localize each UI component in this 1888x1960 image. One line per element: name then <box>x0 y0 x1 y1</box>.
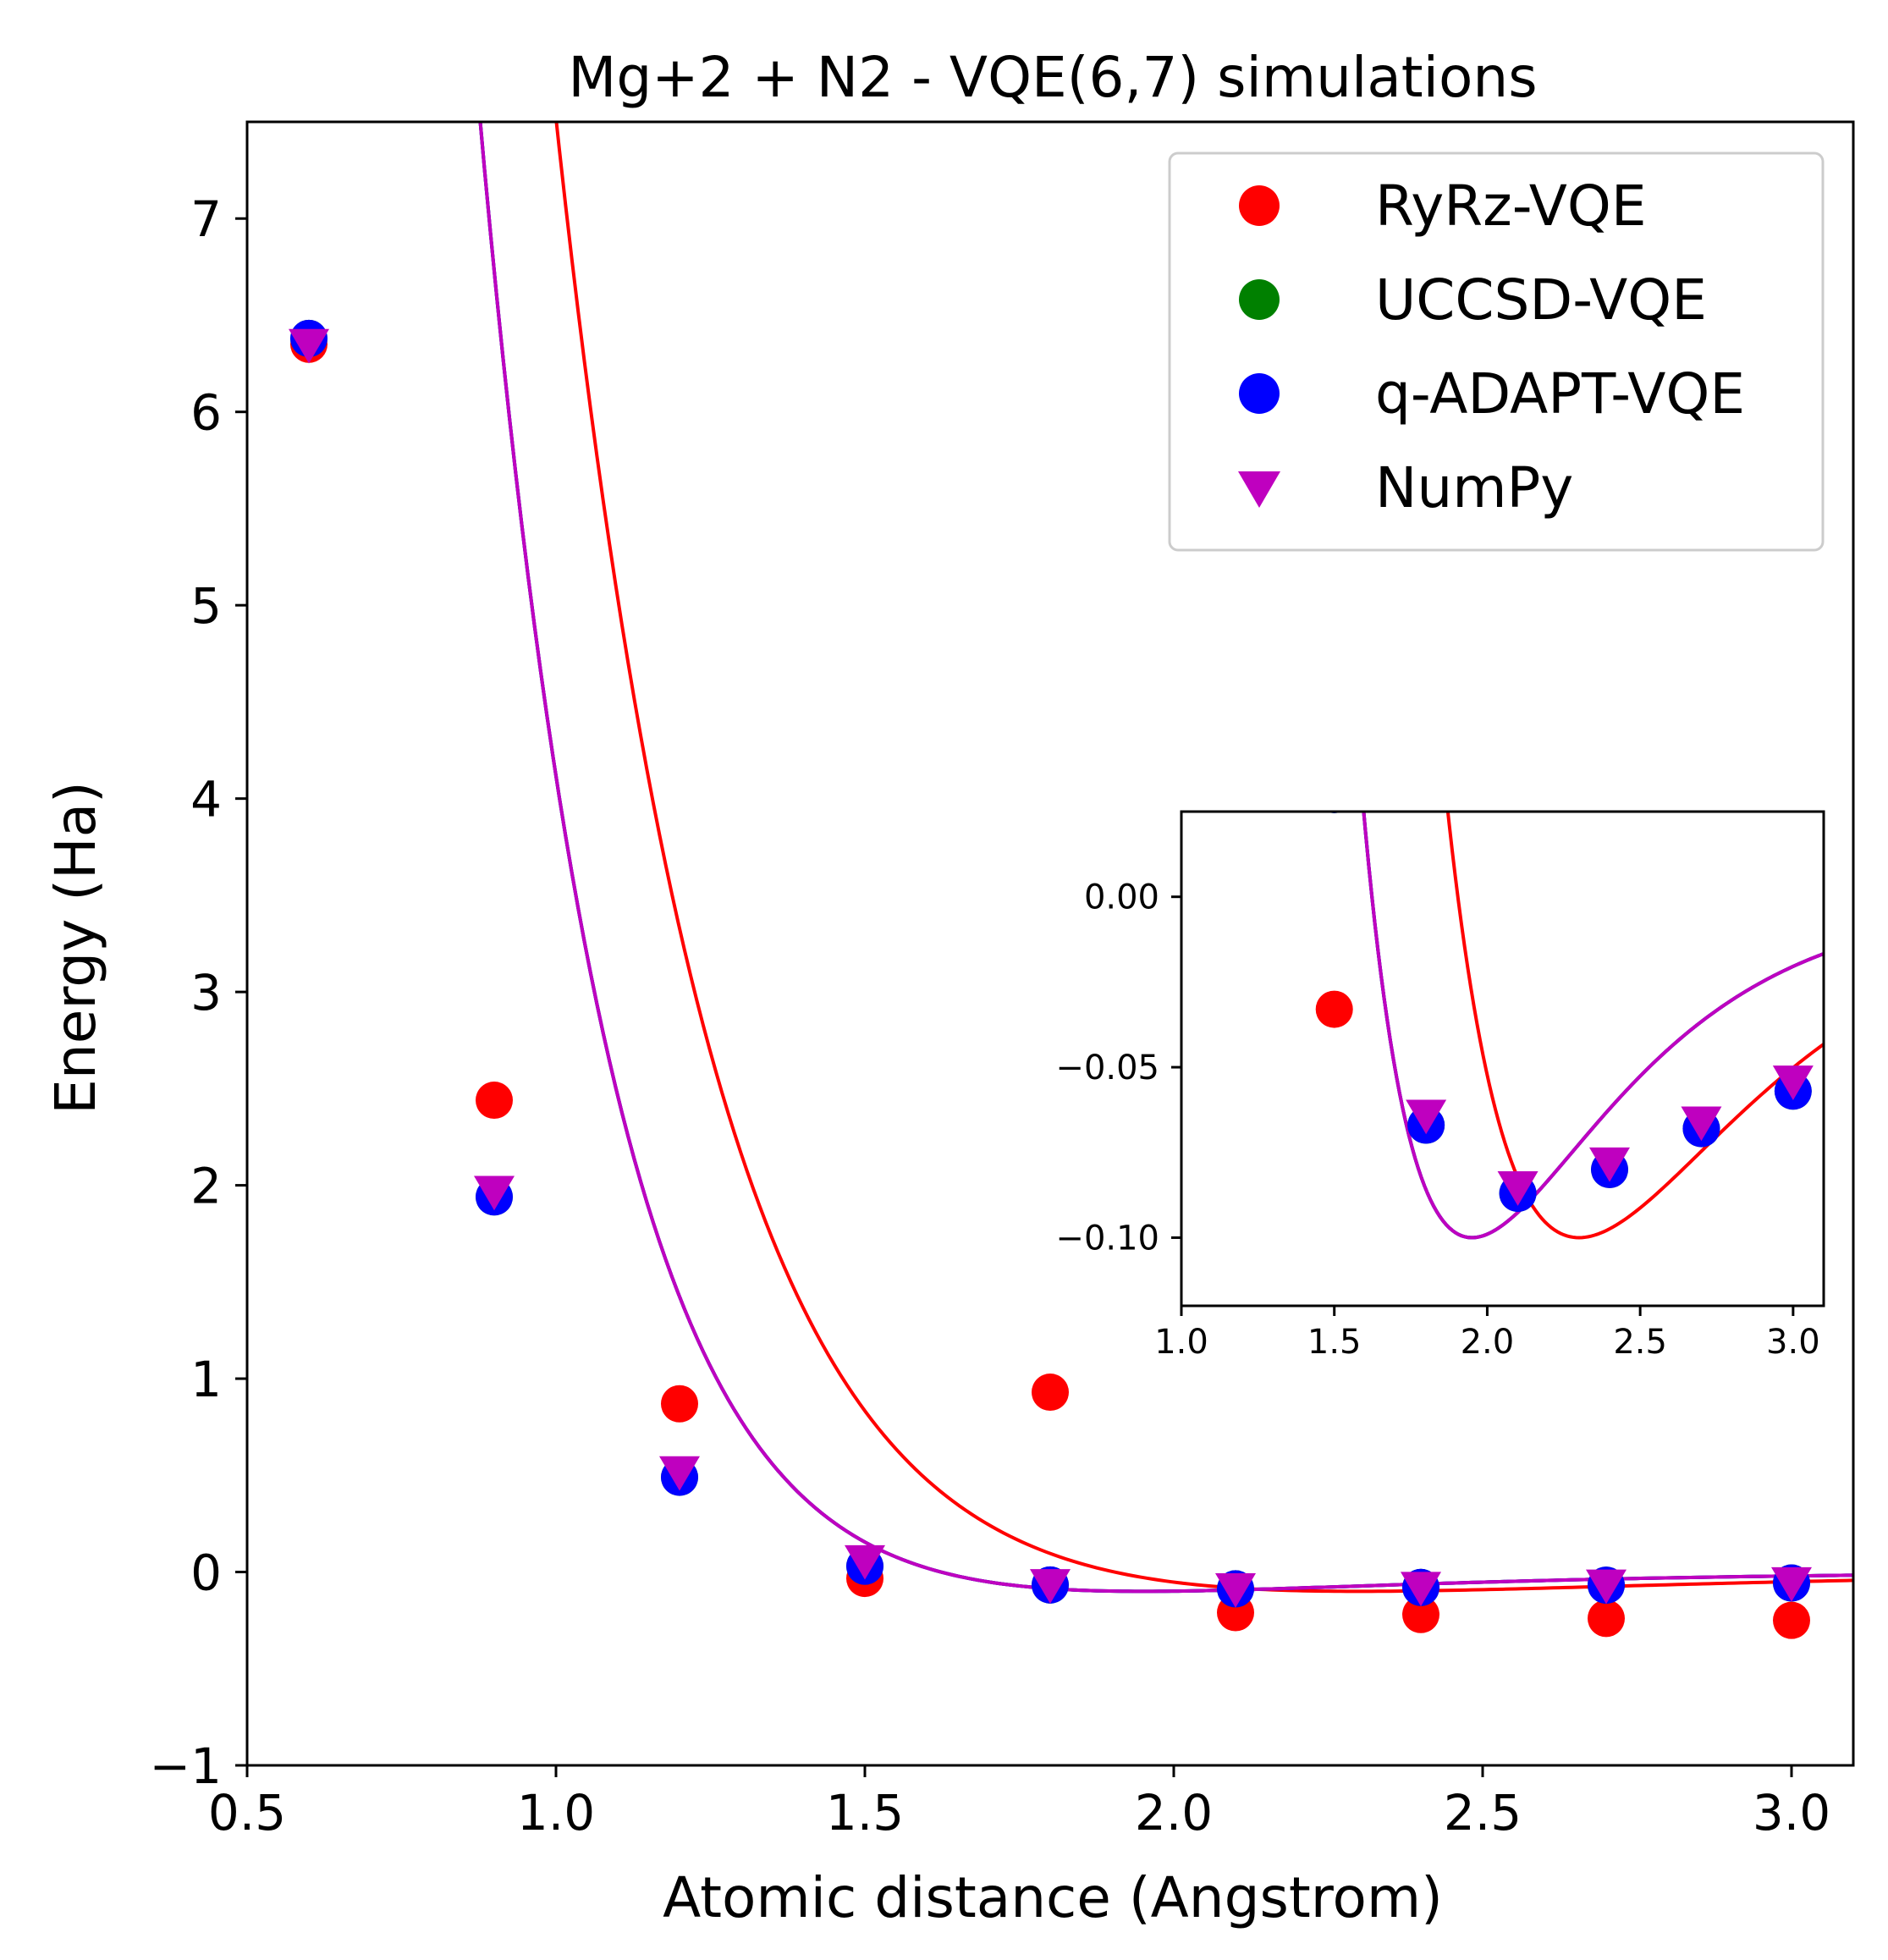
main-point-ryrz-vqe-5 <box>1032 1374 1069 1412</box>
inset-x-tick-label-2: 1.5 <box>1307 1323 1362 1362</box>
main-point-numpy-5 <box>1030 1569 1071 1604</box>
main-x-tick-label-3: 1.5 <box>826 1784 904 1842</box>
main-frame <box>245 120 1855 1767</box>
inset-point-ryrz-vqe-4 <box>1315 990 1353 1028</box>
legend-label-numpy: NumPy <box>1375 455 1573 520</box>
inset-point-numpy-9 <box>1772 1065 1814 1100</box>
main-point-numpy-3 <box>659 1456 700 1491</box>
main-point-numpy-2 <box>474 1175 515 1211</box>
main-x-tick-label-5: 2.5 <box>1444 1784 1522 1842</box>
main-point-numpy-1 <box>289 328 329 364</box>
legend-marker-ryrz-vqe <box>1239 185 1280 226</box>
main-point-numpy-9 <box>1771 1566 1812 1602</box>
main-point-ryrz-vqe-3 <box>661 1385 698 1423</box>
inset-fit-curve-1 <box>1445 812 1824 1240</box>
main-plot-area <box>289 122 1853 1639</box>
legend-box <box>1168 151 1825 552</box>
inset-point-numpy-6 <box>1497 1171 1538 1206</box>
main-point-ryrz-vqe-2 <box>476 1082 513 1120</box>
main-point-ryrz-vqe-9 <box>1773 1601 1810 1639</box>
inset-y-tick-label-2: −0.05 <box>1055 1049 1159 1087</box>
inset-x-tick-label-4: 2.5 <box>1613 1323 1667 1362</box>
inset-frame <box>1180 810 1825 1308</box>
inset-point-numpy-7 <box>1589 1147 1630 1182</box>
x-axis-label: Atomic distance (Angstrom) <box>663 1865 1443 1930</box>
main-y-tick-label-5: 3 <box>190 964 222 1021</box>
inset-plot: 1.0 1.5 2.0 2.5 3.0 0.00 −0.05 −0.10 <box>1055 810 1825 1362</box>
main-x-tick-label-6: 3.0 <box>1753 1784 1830 1842</box>
inset-y-tick-label-1: 0.00 <box>1084 878 1159 917</box>
legend-label-q-adapt-vqe: q-ADAPT-VQE <box>1375 361 1745 427</box>
main-y-tick-label-6: 4 <box>190 771 222 829</box>
main-y-tick-label-4: 2 <box>190 1158 222 1215</box>
y-axis-label: Energy (Ha) <box>43 781 108 1115</box>
inset-fit-curve-4 <box>1362 812 1824 1240</box>
inset-point-numpy-5 <box>1406 1099 1447 1135</box>
main-x-tick-label-4: 2.0 <box>1135 1784 1213 1842</box>
inset-plot-area <box>1315 812 1824 1240</box>
inset-x-tick-label-3: 2.0 <box>1461 1323 1515 1362</box>
main-y-tick-label-2: 0 <box>190 1544 222 1602</box>
main-x-tick-label-2: 1.0 <box>517 1784 595 1842</box>
inset-y-tick-label-3: −0.10 <box>1055 1219 1159 1258</box>
main-point-numpy-6 <box>1215 1572 1256 1608</box>
inset-background <box>1181 812 1824 1306</box>
inset-x-tick-label-5: 3.0 <box>1766 1323 1820 1362</box>
chart-title: Mg+2 + N2 - VQE(6,7) simulations <box>568 45 1537 110</box>
legend-label-uccsd-vqe: UCCSD-VQE <box>1375 267 1707 333</box>
legend-marker-uccsd-vqe <box>1239 279 1280 320</box>
main-y-tick-label-9: 7 <box>190 190 222 248</box>
main-point-ryrz-vqe-8 <box>1588 1599 1625 1638</box>
inset-x-tick-label-1: 1.0 <box>1154 1323 1208 1362</box>
main-point-ryrz-vqe-7 <box>1402 1595 1439 1633</box>
main-y-tick-label-3: 1 <box>190 1351 222 1408</box>
legend-label-ryrz-vqe: RyRz-VQE <box>1375 173 1647 239</box>
main-point-numpy-4 <box>845 1544 885 1580</box>
main-point-numpy-7 <box>1401 1572 1441 1607</box>
legend-marker-numpy <box>1238 471 1280 508</box>
main-y-tick-label-1: −1 <box>150 1737 223 1795</box>
main-point-numpy-8 <box>1586 1569 1627 1605</box>
main-y-tick-label-8: 6 <box>190 384 222 442</box>
main-y-tick-label-7: 5 <box>190 577 222 635</box>
legend: RyRz-VQE UCCSD-VQE q-ADAPT-VQE NumPy <box>1168 151 1825 552</box>
legend-marker-q-adapt-vqe <box>1239 373 1280 414</box>
inset-point-numpy-8 <box>1681 1106 1722 1142</box>
main-x-tick-label-1: 0.5 <box>208 1784 286 1842</box>
